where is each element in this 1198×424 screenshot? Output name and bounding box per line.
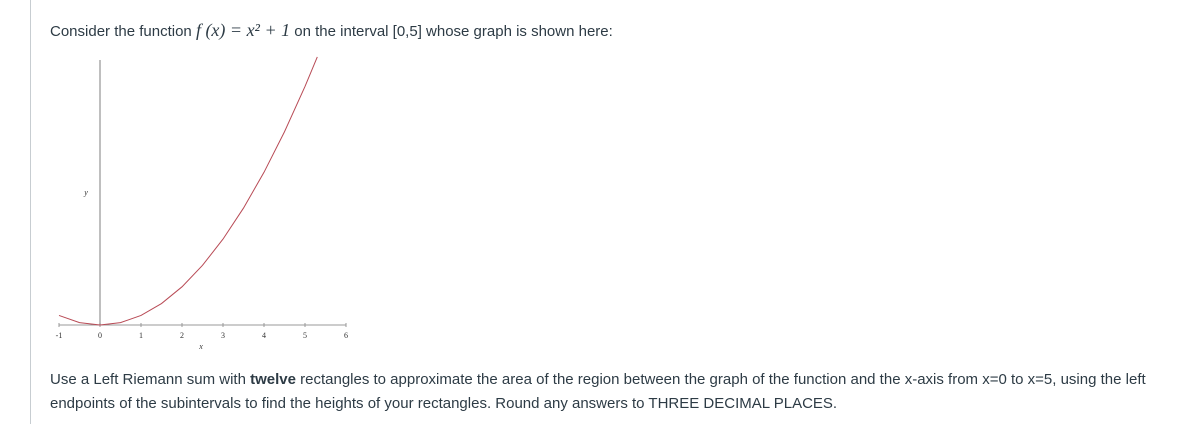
formula: f (x) = x² + 1 <box>195 20 291 40</box>
y-axis-label: y <box>83 188 88 197</box>
question-text: rectangles to approximate the area of th… <box>50 371 1146 412</box>
intro-text: on the interval [0,5] whose graph is sho… <box>294 23 613 40</box>
intro-text: Consider the function <box>50 23 192 40</box>
x-tick-label: 0 <box>98 331 102 340</box>
x-tick-label: 2 <box>180 331 184 340</box>
graph: y x -1 0 1 2 3 4 5 6 <box>56 56 348 351</box>
question-text: Use a Left Riemann sum with <box>50 371 246 388</box>
question-bold: twelve <box>250 371 296 388</box>
x-tick-label: 6 <box>344 331 348 340</box>
content-border <box>30 0 31 424</box>
x-tick-label: 3 <box>221 331 225 340</box>
x-tick-label: 4 <box>262 331 266 340</box>
curve <box>58 56 318 326</box>
x-axis-label: x <box>198 342 203 351</box>
x-tick-label: -1 <box>56 331 63 340</box>
x-tick-label: 5 <box>303 331 307 340</box>
x-tick-label: 1 <box>139 331 143 340</box>
question: Use a Left Riemann sum with twelve recta… <box>50 368 1190 416</box>
intro: Consider the function f (x) = x² + 1 on … <box>50 20 613 41</box>
